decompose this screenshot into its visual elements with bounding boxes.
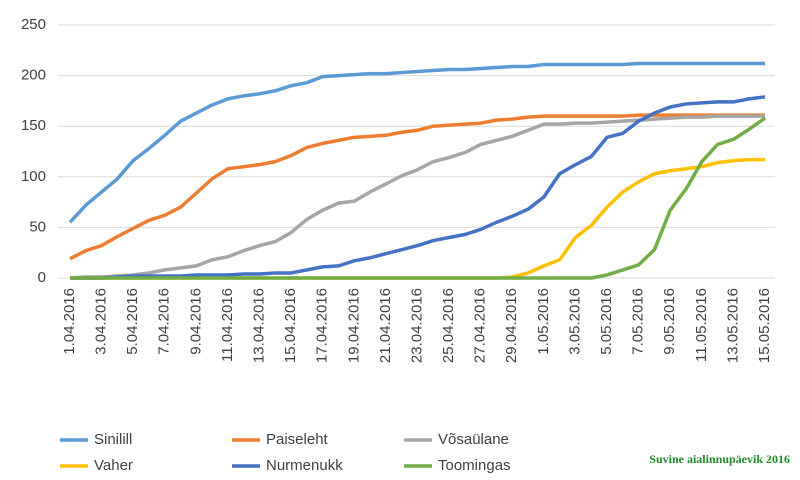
x-tick-label: 3.04.2016 xyxy=(93,288,110,355)
x-tick-label: 29.04.2016 xyxy=(503,288,520,363)
y-tick-label: 0 xyxy=(38,269,46,286)
x-tick-label: 13.04.2016 xyxy=(251,288,268,363)
y-tick-label: 250 xyxy=(21,16,46,33)
legend-label: Nurmenukk xyxy=(266,457,343,474)
x-tick-label: 9.04.2016 xyxy=(187,288,204,355)
series-line xyxy=(68,61,765,224)
series-line xyxy=(70,157,765,280)
x-tick-label: 7.04.2016 xyxy=(156,288,173,355)
y-tick-label: 200 xyxy=(21,67,46,84)
x-tick-label: 19.04.2016 xyxy=(345,288,362,363)
x-tick-label: 13.05.2016 xyxy=(724,288,741,363)
x-tick-label: 15.05.2016 xyxy=(756,288,773,363)
legend-label: Võsaülane xyxy=(438,431,509,448)
x-tick-label: 5.04.2016 xyxy=(124,288,141,355)
legend-label: Toomingas xyxy=(438,457,511,474)
watermark: Suvine aialinnupäevik 2016 xyxy=(649,452,790,466)
x-tick-label: 23.04.2016 xyxy=(408,288,425,363)
x-tick-label: 21.04.2016 xyxy=(377,288,394,363)
x-tick-label: 17.04.2016 xyxy=(314,288,331,363)
x-tick-label: 1.05.2016 xyxy=(535,288,552,355)
x-tick-label: 11.05.2016 xyxy=(693,288,710,362)
series-line xyxy=(70,95,766,280)
series-line xyxy=(69,114,765,280)
x-tick-label: 5.05.2016 xyxy=(598,288,615,355)
y-tick-label: 150 xyxy=(21,117,46,134)
x-tick-label: 15.04.2016 xyxy=(282,288,299,363)
x-tick-label: 1.04.2016 xyxy=(61,288,78,355)
x-tick-label: 25.04.2016 xyxy=(440,288,457,363)
x-tick-label: 11.04.2016 xyxy=(219,288,236,362)
y-tick-label: 50 xyxy=(29,218,46,235)
series-line xyxy=(70,116,767,280)
legend-label: Paiseleht xyxy=(266,431,329,448)
x-tick-label: 9.05.2016 xyxy=(661,288,678,355)
x-tick-label: 3.05.2016 xyxy=(566,288,583,355)
y-tick-label: 100 xyxy=(21,168,46,185)
x-tick-label: 7.05.2016 xyxy=(630,288,647,355)
x-tick-label: 27.04.2016 xyxy=(472,288,489,363)
legend-label: Vaher xyxy=(94,457,133,474)
legend-label: Sinilill xyxy=(94,431,132,448)
